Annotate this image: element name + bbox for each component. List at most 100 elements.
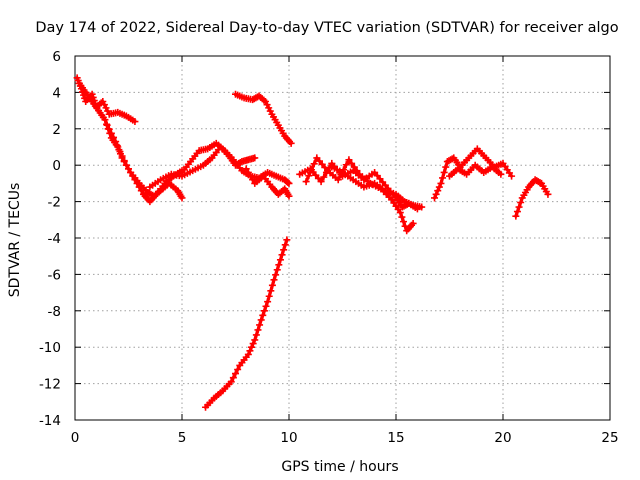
series-track-11	[328, 163, 426, 211]
data-point	[249, 340, 257, 348]
data-point	[513, 208, 521, 216]
series-track-7	[232, 90, 295, 147]
y-tick-label: 6	[52, 49, 61, 65]
y-tick-label: 2	[52, 122, 61, 138]
data-point	[350, 163, 358, 171]
series-track-12	[431, 145, 516, 202]
data-point	[234, 365, 242, 373]
data-point	[110, 133, 118, 141]
data-point	[120, 158, 128, 166]
data-point	[280, 246, 288, 254]
data-point	[512, 212, 520, 220]
data-point	[273, 266, 281, 274]
data-point	[440, 168, 448, 176]
data-point	[244, 168, 252, 176]
data-point	[285, 179, 293, 187]
series-track-5	[178, 139, 293, 187]
y-tick-label: -4	[48, 231, 61, 247]
data-point	[334, 176, 342, 184]
data-point	[434, 187, 442, 195]
data-point	[244, 350, 252, 358]
data-point	[101, 116, 109, 124]
data-point	[246, 172, 254, 180]
x-tick-label: 25	[601, 430, 618, 446]
data-point	[256, 321, 264, 329]
data-point	[116, 150, 124, 158]
y-tick-label: 0	[52, 158, 61, 174]
data-point	[257, 316, 265, 324]
data-point	[544, 190, 552, 198]
data-point	[285, 192, 293, 200]
data-point	[435, 183, 443, 191]
data-point	[268, 281, 276, 289]
x-tick-label: 15	[387, 430, 404, 446]
data-point	[265, 292, 273, 300]
data-series	[73, 74, 552, 411]
data-point	[251, 336, 259, 344]
data-point	[248, 343, 256, 351]
data-point	[227, 378, 235, 386]
data-point	[252, 331, 260, 339]
data-point	[254, 326, 262, 334]
data-point	[246, 347, 254, 355]
data-point	[115, 146, 123, 154]
data-point	[105, 125, 113, 133]
data-point	[396, 209, 404, 217]
data-point	[302, 178, 310, 186]
data-point	[103, 121, 111, 129]
data-point	[125, 165, 132, 173]
data-point	[249, 176, 257, 184]
data-point	[262, 302, 270, 310]
y-tick-label: -14	[39, 413, 61, 429]
data-point	[283, 236, 291, 244]
data-point	[113, 142, 121, 150]
y-tick-label: -8	[48, 304, 61, 320]
data-point	[342, 161, 350, 169]
y-tick-label: 4	[52, 85, 61, 101]
grid	[75, 56, 610, 420]
data-point	[517, 199, 525, 207]
data-point	[284, 178, 292, 186]
data-point	[439, 174, 447, 182]
data-point	[275, 261, 283, 269]
y-tick-label: -10	[39, 340, 61, 356]
x-tick-label: 5	[178, 430, 187, 446]
data-point	[418, 203, 426, 211]
data-point	[508, 172, 516, 180]
data-point	[497, 170, 505, 178]
data-point	[131, 118, 139, 126]
series-track-8	[202, 236, 291, 411]
series-trace	[203, 238, 289, 409]
data-point	[399, 218, 407, 226]
x-tick-label: 20	[494, 430, 511, 446]
series-track-3	[103, 121, 186, 202]
series-track-10	[302, 154, 417, 235]
data-point	[398, 213, 406, 221]
data-point	[264, 298, 272, 306]
data-point	[345, 156, 353, 164]
data-point	[442, 163, 450, 171]
series-track-6	[242, 165, 293, 200]
data-point	[276, 256, 284, 264]
data-point	[515, 203, 523, 211]
data-point	[122, 161, 130, 169]
data-point	[317, 178, 325, 186]
data-point	[107, 129, 115, 137]
data-point	[229, 374, 237, 382]
data-point	[259, 311, 267, 319]
data-point	[242, 165, 250, 173]
y-tick-label: -12	[39, 377, 61, 393]
data-point	[431, 194, 439, 202]
series-track-13	[446, 161, 505, 180]
y-tick-label: -6	[48, 267, 61, 283]
chart-title: Day 174 of 2022, Sidereal Day-to-day VTE…	[35, 20, 618, 36]
series-track-14	[512, 176, 552, 220]
y-axis-label: SDTVAR / TECUs	[7, 183, 23, 298]
data-point	[437, 179, 445, 187]
data-point	[112, 138, 120, 146]
data-point	[278, 251, 286, 259]
y-tick-label: -2	[48, 195, 61, 211]
data-point	[353, 167, 361, 175]
data-point	[348, 159, 356, 167]
